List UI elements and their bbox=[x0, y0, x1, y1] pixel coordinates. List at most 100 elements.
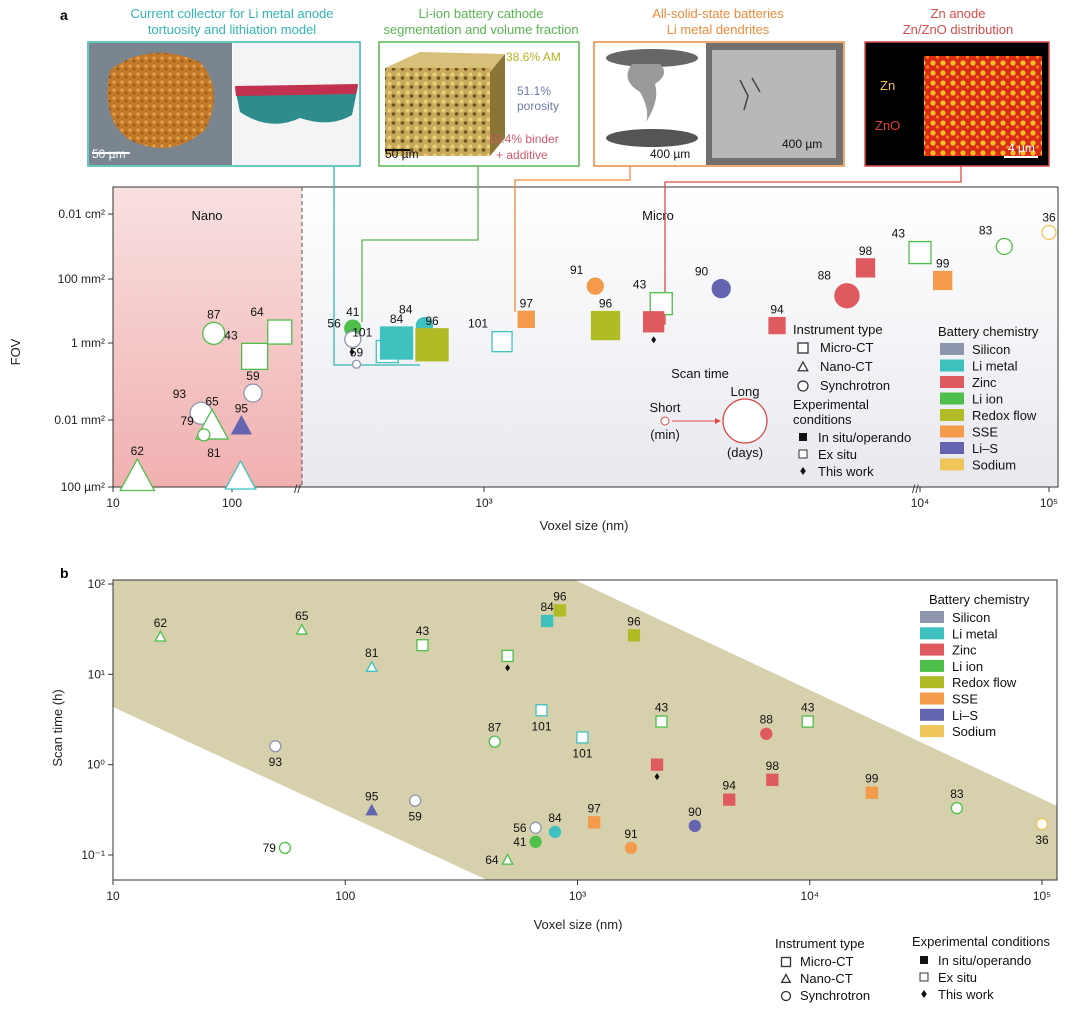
point-a-label-29: 83 bbox=[979, 224, 993, 238]
point-a-27 bbox=[908, 240, 932, 265]
legend-a-scan-arrowhead bbox=[715, 418, 721, 424]
legend-b-chem-swatch bbox=[920, 643, 944, 656]
point-a-11 bbox=[344, 330, 362, 349]
legend-a-chem-swatch bbox=[940, 409, 964, 421]
legend-a-chem-swatch bbox=[940, 392, 964, 405]
point-a-label-8: 87 bbox=[207, 307, 221, 321]
point-a-label-16: 96 bbox=[425, 314, 439, 328]
legend-b-chem-swatch bbox=[920, 725, 944, 738]
panel-b-ylabel: Scan time (h) bbox=[50, 689, 65, 766]
panel-a-frame bbox=[112, 186, 1059, 488]
point-b-26 bbox=[548, 825, 562, 839]
x-tick-label-b: 10 bbox=[106, 889, 120, 903]
point-a-label-15: 84 bbox=[399, 303, 413, 317]
point-b-label-29: 79 bbox=[263, 841, 277, 855]
point-b-25 bbox=[529, 821, 542, 834]
point-a-label-28: 99 bbox=[936, 256, 950, 270]
micro-label: Micro bbox=[642, 208, 674, 223]
legend-b-chem-item: Li metal bbox=[952, 626, 998, 641]
x-tick-label: 10⁵ bbox=[1040, 496, 1058, 510]
legend-a-scan-short-marker bbox=[660, 416, 670, 426]
point-a-label-23: 90 bbox=[695, 265, 709, 279]
point-a-label-27: 43 bbox=[892, 227, 906, 241]
point-b-label-24: 90 bbox=[688, 805, 702, 819]
point-b-label-8: 101 bbox=[532, 719, 552, 733]
point-b-1 bbox=[295, 623, 309, 635]
legend-a-chem-item: Silicon bbox=[972, 342, 1010, 357]
point-a-label-1: 93 bbox=[173, 387, 187, 401]
point-a-4 bbox=[230, 414, 253, 435]
legend-a-chem-item: Redox flow bbox=[972, 408, 1037, 423]
legend-a-cond-marker bbox=[798, 449, 808, 459]
point-a-5 bbox=[224, 459, 257, 490]
point-a-label-2: 65 bbox=[205, 394, 219, 408]
point-b-label-26: 84 bbox=[548, 811, 562, 825]
x-tick-label-b: 10⁴ bbox=[800, 889, 819, 903]
panel-a-letter: a bbox=[60, 7, 68, 23]
legend-a-scan-long-unit: (days) bbox=[727, 445, 763, 460]
panel-b-frame bbox=[112, 579, 1058, 881]
legend-a-scan-short-unit: (min) bbox=[650, 427, 680, 442]
point-b-label-17: 99 bbox=[865, 772, 879, 786]
point-a-28 bbox=[933, 270, 953, 291]
point-b-11 bbox=[488, 735, 501, 748]
legend-a-instrument-item: Synchrotron bbox=[820, 378, 890, 393]
legend-b-chem-item: Redox flow bbox=[952, 675, 1017, 690]
this-work-marker-b bbox=[654, 773, 660, 781]
inset2-title-line2: segmentation and volume fraction bbox=[383, 22, 578, 37]
legend-b-chem-swatch bbox=[920, 676, 944, 689]
panel-a-plot: Nano Micro 10 100 10³ 10⁴ 10⁵ // // 0.01 cm² 100 m… bbox=[8, 166, 1059, 533]
point-b-4 bbox=[540, 614, 554, 628]
connector-inset3 bbox=[514, 166, 631, 312]
point-b-label-20: 59 bbox=[408, 810, 422, 824]
point-a-24 bbox=[768, 316, 786, 335]
point-b-23 bbox=[588, 816, 601, 829]
point-b-5 bbox=[553, 604, 567, 617]
legend-a-cond-item: This work bbox=[818, 464, 874, 479]
point-a-label-30: 36 bbox=[1042, 210, 1056, 224]
point-b-label-5: 96 bbox=[553, 589, 567, 603]
inset2-label-porosity-value: 51.1% bbox=[517, 84, 551, 98]
point-b-19 bbox=[365, 803, 379, 816]
inset3-title-line1: All-solid-state batteries bbox=[652, 6, 784, 21]
legend-b-cond-item: This work bbox=[938, 987, 994, 1002]
y-tick-label-b: 10¹ bbox=[88, 667, 105, 681]
point-a-label-10: 41 bbox=[346, 305, 360, 319]
y-tick-label: 100 µm² bbox=[61, 480, 105, 494]
x-tick-label-b: 10⁵ bbox=[1033, 889, 1051, 903]
point-a-9 bbox=[267, 319, 293, 345]
legend-b-chem-item: Li–S bbox=[952, 708, 978, 723]
legend-a-cond-title-1: Experimental bbox=[793, 397, 869, 412]
inset2-cube-top bbox=[385, 52, 505, 72]
inset3-title-line2: Li metal dendrites bbox=[667, 22, 770, 37]
inset4-label-zno: ZnO bbox=[875, 118, 900, 133]
point-a-label-13: 101 bbox=[352, 326, 372, 340]
legend-b-chem-swatch bbox=[920, 611, 944, 623]
legend-a-chem-swatch bbox=[940, 376, 964, 388]
inset2-cube-side bbox=[490, 54, 505, 156]
x-tick-label: 10 bbox=[106, 496, 120, 510]
point-a-label-12: 59 bbox=[350, 345, 364, 359]
panel-b-letter: b bbox=[60, 565, 69, 581]
point-b-label-4: 84 bbox=[540, 600, 554, 614]
legend-a-instrument-title: Instrument type bbox=[793, 322, 883, 337]
legend-a-scan-long: Long bbox=[731, 384, 760, 399]
x-tick-label-b: 10³ bbox=[569, 889, 586, 903]
point-b-0 bbox=[154, 629, 167, 642]
legend-a-chem-swatch bbox=[940, 425, 964, 438]
point-b-29 bbox=[278, 841, 292, 854]
point-a-23 bbox=[711, 278, 731, 299]
point-b-label-2: 43 bbox=[416, 624, 430, 638]
point-b-label-23: 97 bbox=[588, 801, 602, 815]
point-b-label-19: 95 bbox=[365, 790, 379, 804]
point-b-10 bbox=[655, 715, 668, 728]
legend-b-cond-item: Ex situ bbox=[938, 970, 977, 985]
point-b-16 bbox=[766, 773, 779, 786]
point-a-18 bbox=[517, 310, 535, 328]
point-a-label-6: 59 bbox=[246, 369, 260, 383]
legend-a-scan-long-marker bbox=[722, 398, 768, 444]
connector-inset2 bbox=[361, 166, 479, 322]
legend-b-instrument-item: Synchrotron bbox=[800, 988, 870, 1003]
legend-a-scan-title: Scan time bbox=[671, 366, 729, 381]
point-b-2 bbox=[416, 639, 429, 652]
